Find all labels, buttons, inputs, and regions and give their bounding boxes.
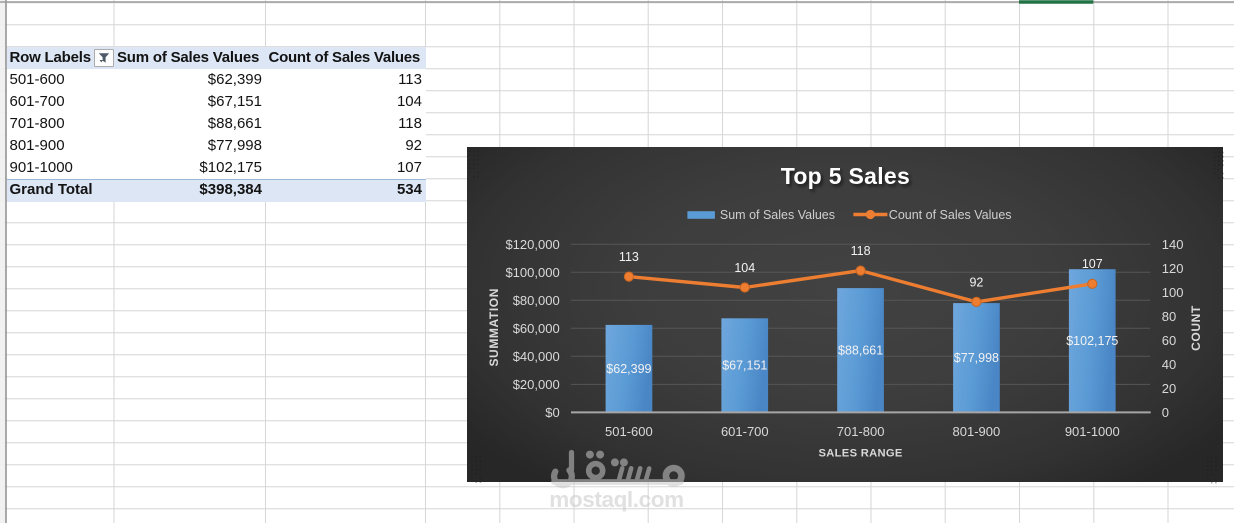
svg-text:60: 60: [1161, 333, 1175, 348]
svg-text:SUMMATION: SUMMATION: [487, 288, 501, 367]
svg-text:Sum of Sales Values: Sum of Sales Values: [719, 208, 834, 222]
svg-text:$102,175: $102,175: [1066, 334, 1118, 348]
svg-text:92: 92: [969, 275, 983, 289]
svg-text:104: 104: [734, 261, 755, 275]
svg-text:901-1000: 901-1000: [1064, 424, 1119, 439]
svg-text:80: 80: [1161, 309, 1175, 324]
svg-text:801-900: 801-900: [952, 424, 1000, 439]
svg-text:40: 40: [1161, 357, 1175, 372]
svg-text:$88,661: $88,661: [838, 344, 883, 358]
svg-text:118: 118: [850, 244, 870, 258]
svg-text:100: 100: [1161, 285, 1183, 300]
svg-text:$62,399: $62,399: [606, 362, 651, 376]
svg-text:$0: $0: [545, 405, 559, 420]
svg-text:107: 107: [1081, 257, 1102, 271]
svg-text:$77,998: $77,998: [953, 351, 998, 365]
svg-text:COUNT: COUNT: [1188, 305, 1202, 351]
svg-text:Top 5 Sales: Top 5 Sales: [782, 166, 911, 192]
svg-text:$100,000: $100,000: [505, 265, 559, 280]
svg-text:$40,000: $40,000: [512, 349, 559, 364]
svg-text:$60,000: $60,000: [512, 321, 559, 336]
svg-text:601-700: 601-700: [721, 424, 769, 439]
svg-text:SALES RANGE: SALES RANGE: [818, 448, 902, 460]
svg-text:140: 140: [1161, 237, 1183, 252]
svg-text:$80,000: $80,000: [512, 293, 559, 308]
svg-text:113: 113: [619, 250, 639, 264]
svg-text:0: 0: [1161, 405, 1168, 420]
svg-text:$120,000: $120,000: [505, 237, 559, 252]
svg-text:$20,000: $20,000: [512, 377, 559, 392]
svg-text:20: 20: [1161, 381, 1175, 396]
svg-text:120: 120: [1161, 261, 1183, 276]
svg-text:$67,151: $67,151: [722, 359, 767, 373]
svg-text:mostaql.com: mostaql.com: [549, 487, 683, 512]
svg-text:501-600: 501-600: [605, 424, 653, 439]
svg-text:Count of Sales Values: Count of Sales Values: [888, 208, 1011, 222]
svg-text:Top 5 Sales: Top 5 Sales: [780, 163, 909, 189]
svg-text:701-800: 701-800: [836, 424, 884, 439]
